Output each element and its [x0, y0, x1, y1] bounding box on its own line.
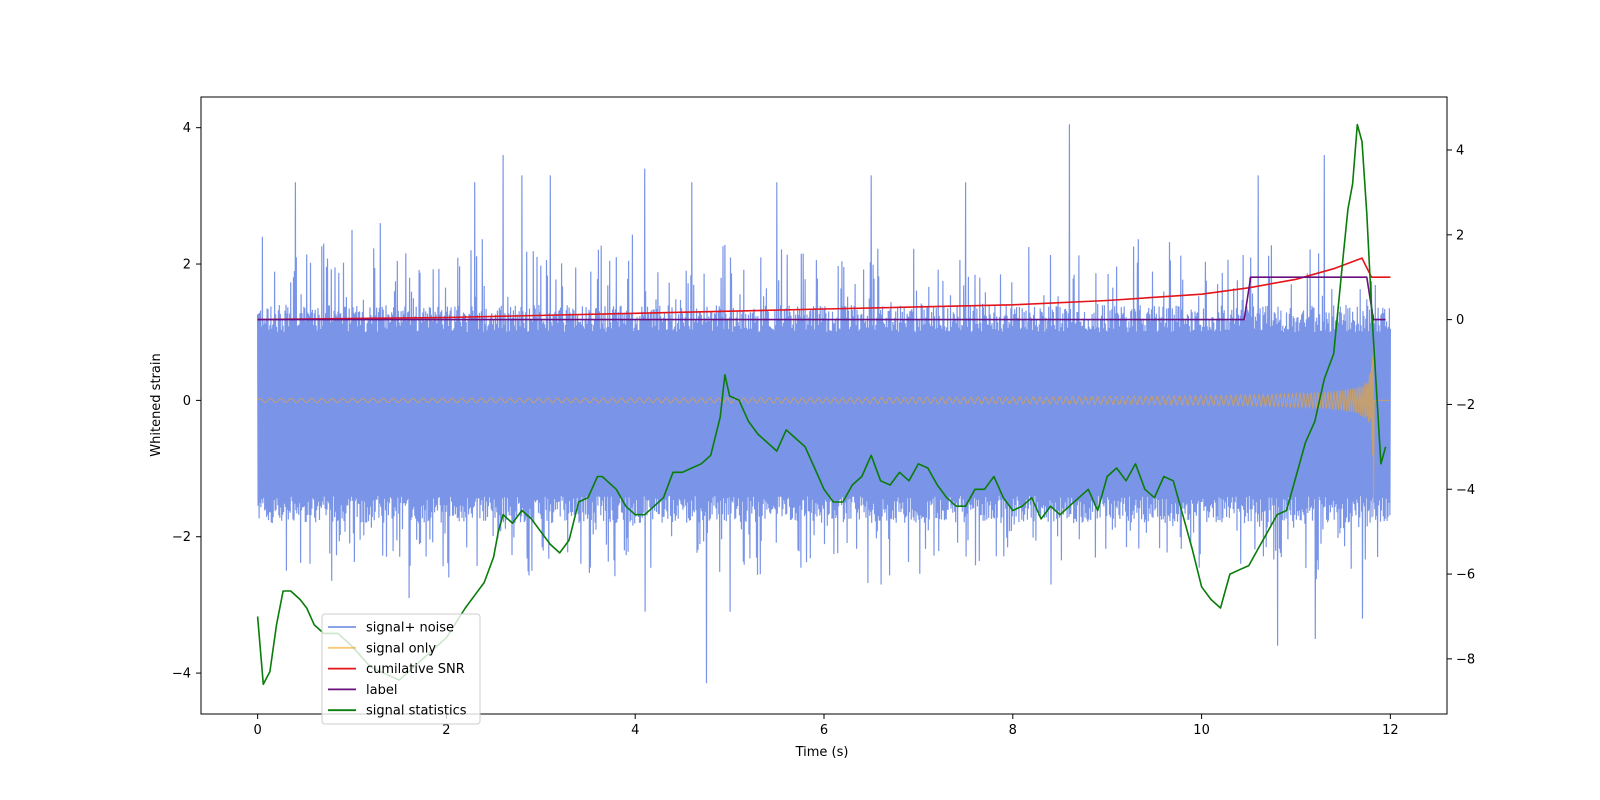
right-axis-series — [256, 123, 1391, 686]
y-right-tick-label: −2 — [1456, 398, 1475, 413]
series-signal-statistics — [256, 123, 1387, 686]
y-right-tick-label: 4 — [1456, 144, 1464, 159]
y-right-tick-label: −6 — [1456, 568, 1475, 583]
legend-label: signal only — [366, 641, 436, 656]
x-tick-label: 12 — [1382, 723, 1399, 738]
series-signal-noise — [257, 124, 1391, 684]
y-axis-label: Whitened strain — [149, 353, 164, 456]
x-tick-label: 6 — [820, 723, 828, 738]
x-tick-label: 10 — [1193, 723, 1210, 738]
y-right-tick-label: 2 — [1456, 228, 1464, 243]
series-label — [257, 276, 1386, 321]
y-axis-left: −4 −2 0 2 4 — [172, 121, 201, 682]
y-tick-label: −4 — [172, 667, 191, 682]
y-tick-label: 2 — [183, 258, 191, 273]
x-tick-label: 2 — [442, 723, 450, 738]
y-right-tick-label: −8 — [1456, 652, 1475, 667]
series-cumilative-SNR — [257, 257, 1391, 321]
legend-label: signal statistics — [366, 704, 467, 719]
y-tick-label: 0 — [183, 394, 191, 409]
signal-only-series — [257, 335, 1391, 517]
legend-label: label — [366, 683, 397, 698]
legend-label: signal+ noise — [366, 621, 454, 636]
x-tick-label: 4 — [631, 723, 639, 738]
y-axis-right: −8 −6 −4 −2 0 2 4 — [1447, 144, 1475, 667]
y-tick-label: −2 — [172, 530, 191, 545]
legend-box — [321, 613, 481, 725]
x-axis-label: Time (s) — [795, 745, 849, 760]
series-signal-only — [257, 335, 1391, 517]
x-axis: 0 2 4 6 8 10 12 — [253, 714, 1399, 738]
y-right-tick-label: 0 — [1456, 313, 1464, 328]
legend-label: cumilative SNR — [366, 662, 465, 677]
legend: signal+ noise signal only cumilative SNR la… — [321, 613, 481, 725]
plot-area — [256, 123, 1391, 686]
signal-noise-series — [257, 124, 1391, 684]
y-tick-label: 4 — [183, 121, 191, 136]
x-tick-label: 8 — [1009, 723, 1017, 738]
y-right-tick-label: −4 — [1456, 483, 1475, 498]
x-tick-label: 0 — [253, 723, 261, 738]
